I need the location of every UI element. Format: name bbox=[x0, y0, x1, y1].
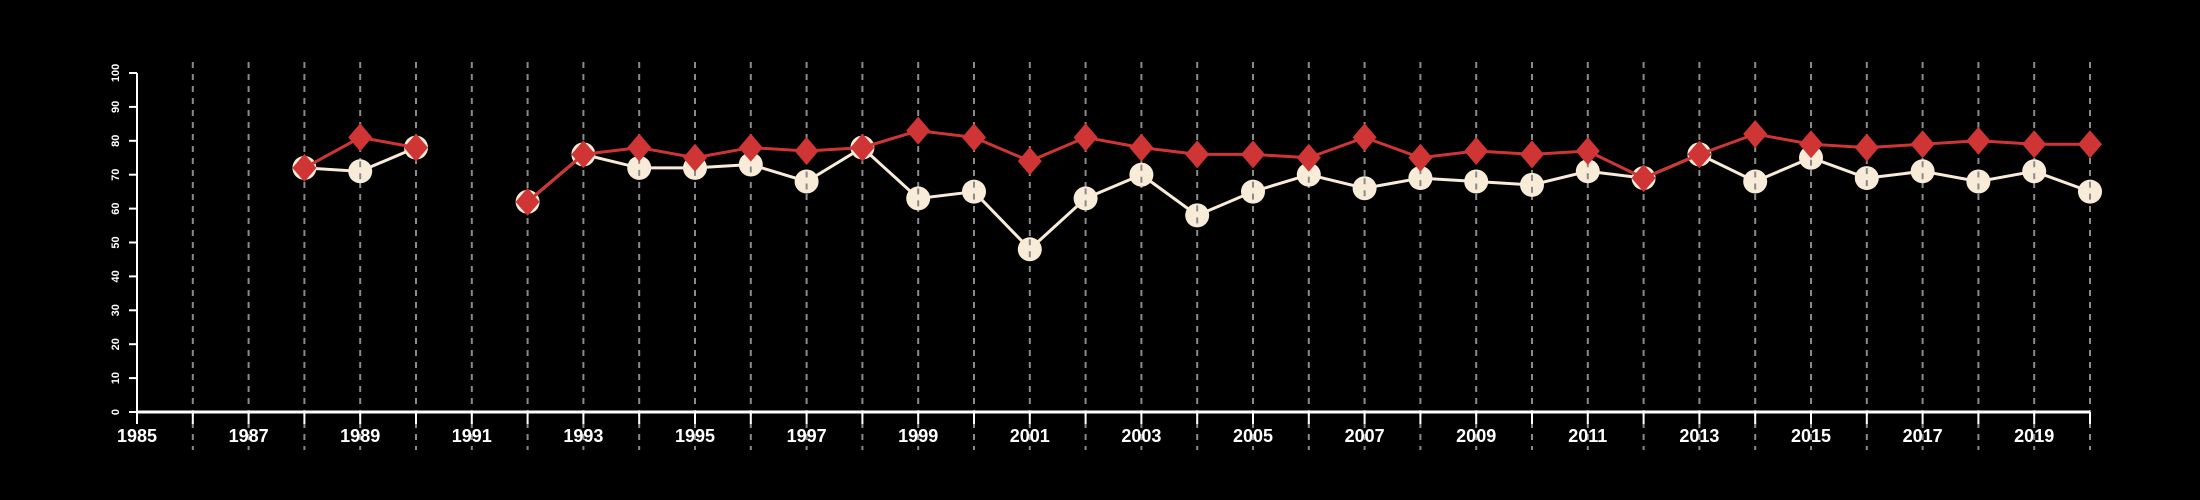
x-tick-label: 2011 bbox=[1568, 426, 1607, 446]
x-tick-label: 1985 bbox=[117, 426, 157, 446]
data-point-diamond bbox=[1241, 140, 1265, 169]
axes: 1985 1987 1989 1991 1993 1995 1997 1999 2001 2003… bbox=[110, 64, 2091, 446]
y-tick-label: 0 bbox=[110, 409, 122, 415]
data-point-diamond bbox=[1910, 130, 1935, 159]
data-point-diamond bbox=[1743, 120, 1768, 149]
x-tick-label: 1999 bbox=[898, 426, 938, 446]
data-point-diamond bbox=[292, 153, 317, 182]
x-tick-label: 2007 bbox=[1345, 426, 1385, 446]
data-point-circle bbox=[1185, 203, 1210, 228]
data-point-diamond bbox=[794, 136, 819, 165]
data-point-diamond bbox=[850, 133, 875, 162]
data-point-diamond bbox=[348, 123, 373, 152]
y-tick-label: 100 bbox=[110, 64, 122, 82]
x-tick-label: 2005 bbox=[1233, 426, 1273, 446]
data-point-diamond bbox=[1854, 133, 1879, 162]
data-point-diamond bbox=[683, 143, 707, 172]
data-point-diamond bbox=[571, 140, 596, 169]
series-layer bbox=[292, 116, 2102, 262]
x-tick-label: 2001 bbox=[1010, 426, 1050, 446]
x-tick-label: 1987 bbox=[229, 426, 269, 446]
data-point-diamond bbox=[1017, 147, 1042, 176]
x-tick-label: 2009 bbox=[1456, 426, 1496, 446]
data-point-diamond bbox=[1799, 130, 1823, 159]
y-tick-label: 70 bbox=[110, 169, 122, 181]
data-point-diamond bbox=[906, 116, 931, 145]
data-point-circle bbox=[1520, 172, 1544, 197]
y-tick-label: 10 bbox=[110, 372, 122, 384]
data-point-diamond bbox=[627, 133, 652, 162]
data-point-diamond bbox=[1129, 133, 1154, 162]
y-tick-label: 80 bbox=[110, 135, 122, 147]
data-point-diamond bbox=[1352, 123, 1377, 152]
x-tick-label: 1989 bbox=[340, 426, 380, 446]
data-point-diamond bbox=[1408, 143, 1433, 172]
data-point-circle bbox=[1743, 169, 1768, 194]
data-point-circle bbox=[1073, 186, 1098, 211]
data-point-circle bbox=[906, 186, 931, 211]
data-point-diamond bbox=[1687, 140, 1712, 169]
data-point-circle bbox=[348, 159, 373, 184]
data-point-circle bbox=[1017, 237, 1042, 262]
data-point-diamond bbox=[1073, 123, 1098, 152]
data-point-diamond bbox=[962, 123, 986, 152]
x-tick-label: 2017 bbox=[1903, 426, 1943, 446]
data-point-diamond bbox=[2078, 130, 2102, 159]
x-tick-label: 2015 bbox=[1791, 426, 1831, 446]
x-tick-label: 1995 bbox=[675, 426, 715, 446]
gridlines bbox=[191, 62, 2091, 450]
y-tick-label: 90 bbox=[110, 101, 122, 113]
y-tick-label: 60 bbox=[110, 202, 122, 214]
data-point-circle bbox=[1464, 169, 1489, 194]
data-point-circle bbox=[962, 179, 986, 204]
x-tick-label: 2019 bbox=[2014, 426, 2054, 446]
data-point-circle bbox=[1352, 176, 1377, 201]
data-point-diamond bbox=[1520, 140, 1544, 169]
y-tick-label: 30 bbox=[110, 304, 122, 316]
y-tick-label: 20 bbox=[110, 338, 122, 350]
data-point-circle bbox=[1296, 162, 1321, 187]
x-tick-label: 2013 bbox=[1679, 426, 1719, 446]
data-point-diamond bbox=[515, 187, 540, 216]
data-point-circle bbox=[1129, 162, 1154, 187]
x-tick-label: 1993 bbox=[563, 426, 603, 446]
y-tick-label: 40 bbox=[110, 270, 122, 282]
data-point-diamond bbox=[1631, 164, 1656, 193]
data-point-circle bbox=[627, 155, 652, 180]
data-point-circle bbox=[794, 169, 819, 194]
data-point-circle bbox=[2078, 179, 2102, 204]
data-point-diamond bbox=[1966, 126, 1991, 155]
data-point-circle bbox=[1575, 159, 1600, 184]
data-point-diamond bbox=[1296, 143, 1321, 172]
data-point-circle bbox=[1966, 169, 1991, 194]
data-point-circle bbox=[738, 152, 763, 177]
data-point-circle bbox=[2022, 159, 2047, 184]
y-tick-label: 50 bbox=[110, 236, 122, 248]
data-point-diamond bbox=[738, 133, 763, 162]
x-tick-label: 1991 bbox=[452, 426, 492, 446]
data-point-diamond bbox=[1185, 140, 1210, 169]
series-diamonds bbox=[292, 116, 2102, 216]
x-tick-label: 1997 bbox=[787, 426, 827, 446]
data-point-circle bbox=[1241, 179, 1265, 204]
data-point-diamond bbox=[2022, 130, 2047, 159]
data-point-diamond bbox=[1575, 136, 1600, 165]
data-point-diamond bbox=[404, 133, 428, 162]
x-tick-label: 2003 bbox=[1121, 426, 1161, 446]
data-point-diamond bbox=[1464, 136, 1489, 165]
data-point-circle bbox=[1408, 166, 1433, 191]
data-point-circle bbox=[1854, 166, 1879, 191]
data-point-circle bbox=[1910, 159, 1935, 184]
